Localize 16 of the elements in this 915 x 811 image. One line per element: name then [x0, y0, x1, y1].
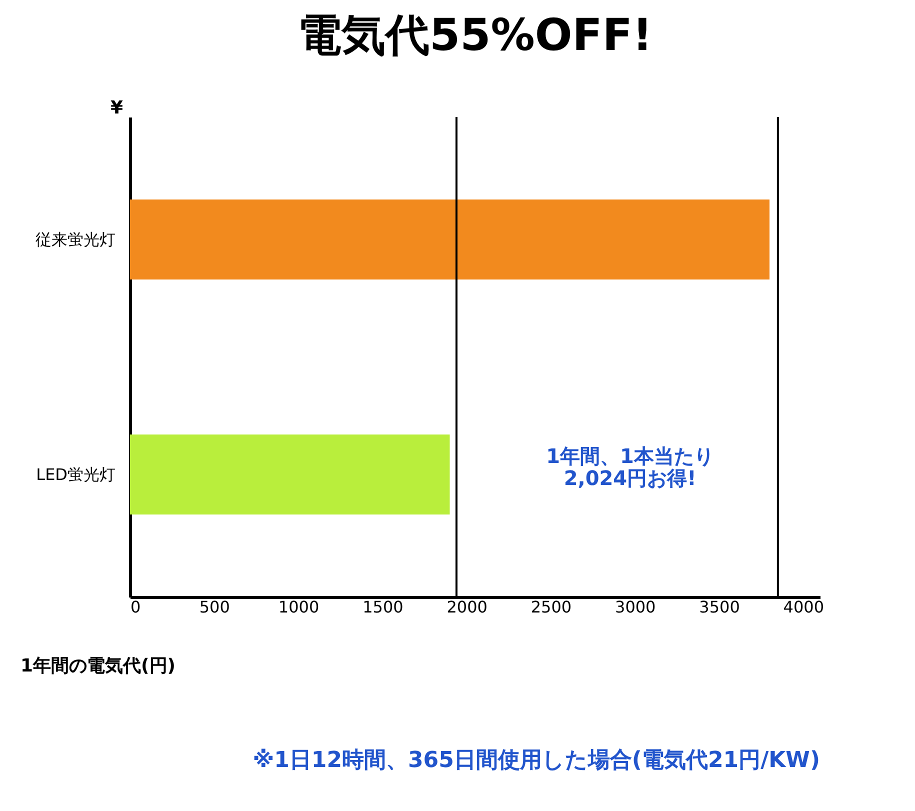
x-axis-title: 1年間の電気代(円)	[20, 656, 176, 676]
x-tick-label: 3000	[615, 598, 656, 616]
x-tick-label: 2000	[446, 598, 488, 616]
chart-title: 電気代55%OFF!	[298, 10, 652, 61]
x-tick-label: 2500	[530, 598, 572, 616]
annotation: 1年間、1本当たり 2,024円お得!	[546, 444, 714, 490]
y-axis-title: ¥	[110, 98, 124, 118]
text: ※1日12時間、365日間使用した場合(電気代21円/KW)	[252, 748, 820, 773]
x-tick-label: 4000	[783, 598, 824, 616]
x-tick-label: 1000	[278, 598, 320, 616]
x-tick-label: 0	[130, 598, 141, 616]
y-tick-label: 従来蛍光灯	[36, 230, 116, 249]
x-tick-label: 1500	[362, 598, 404, 616]
x-tick-label: 500	[199, 598, 230, 616]
y-tick-label: LED蛍光灯	[36, 465, 116, 484]
x-tick-label: 3500	[699, 598, 740, 616]
